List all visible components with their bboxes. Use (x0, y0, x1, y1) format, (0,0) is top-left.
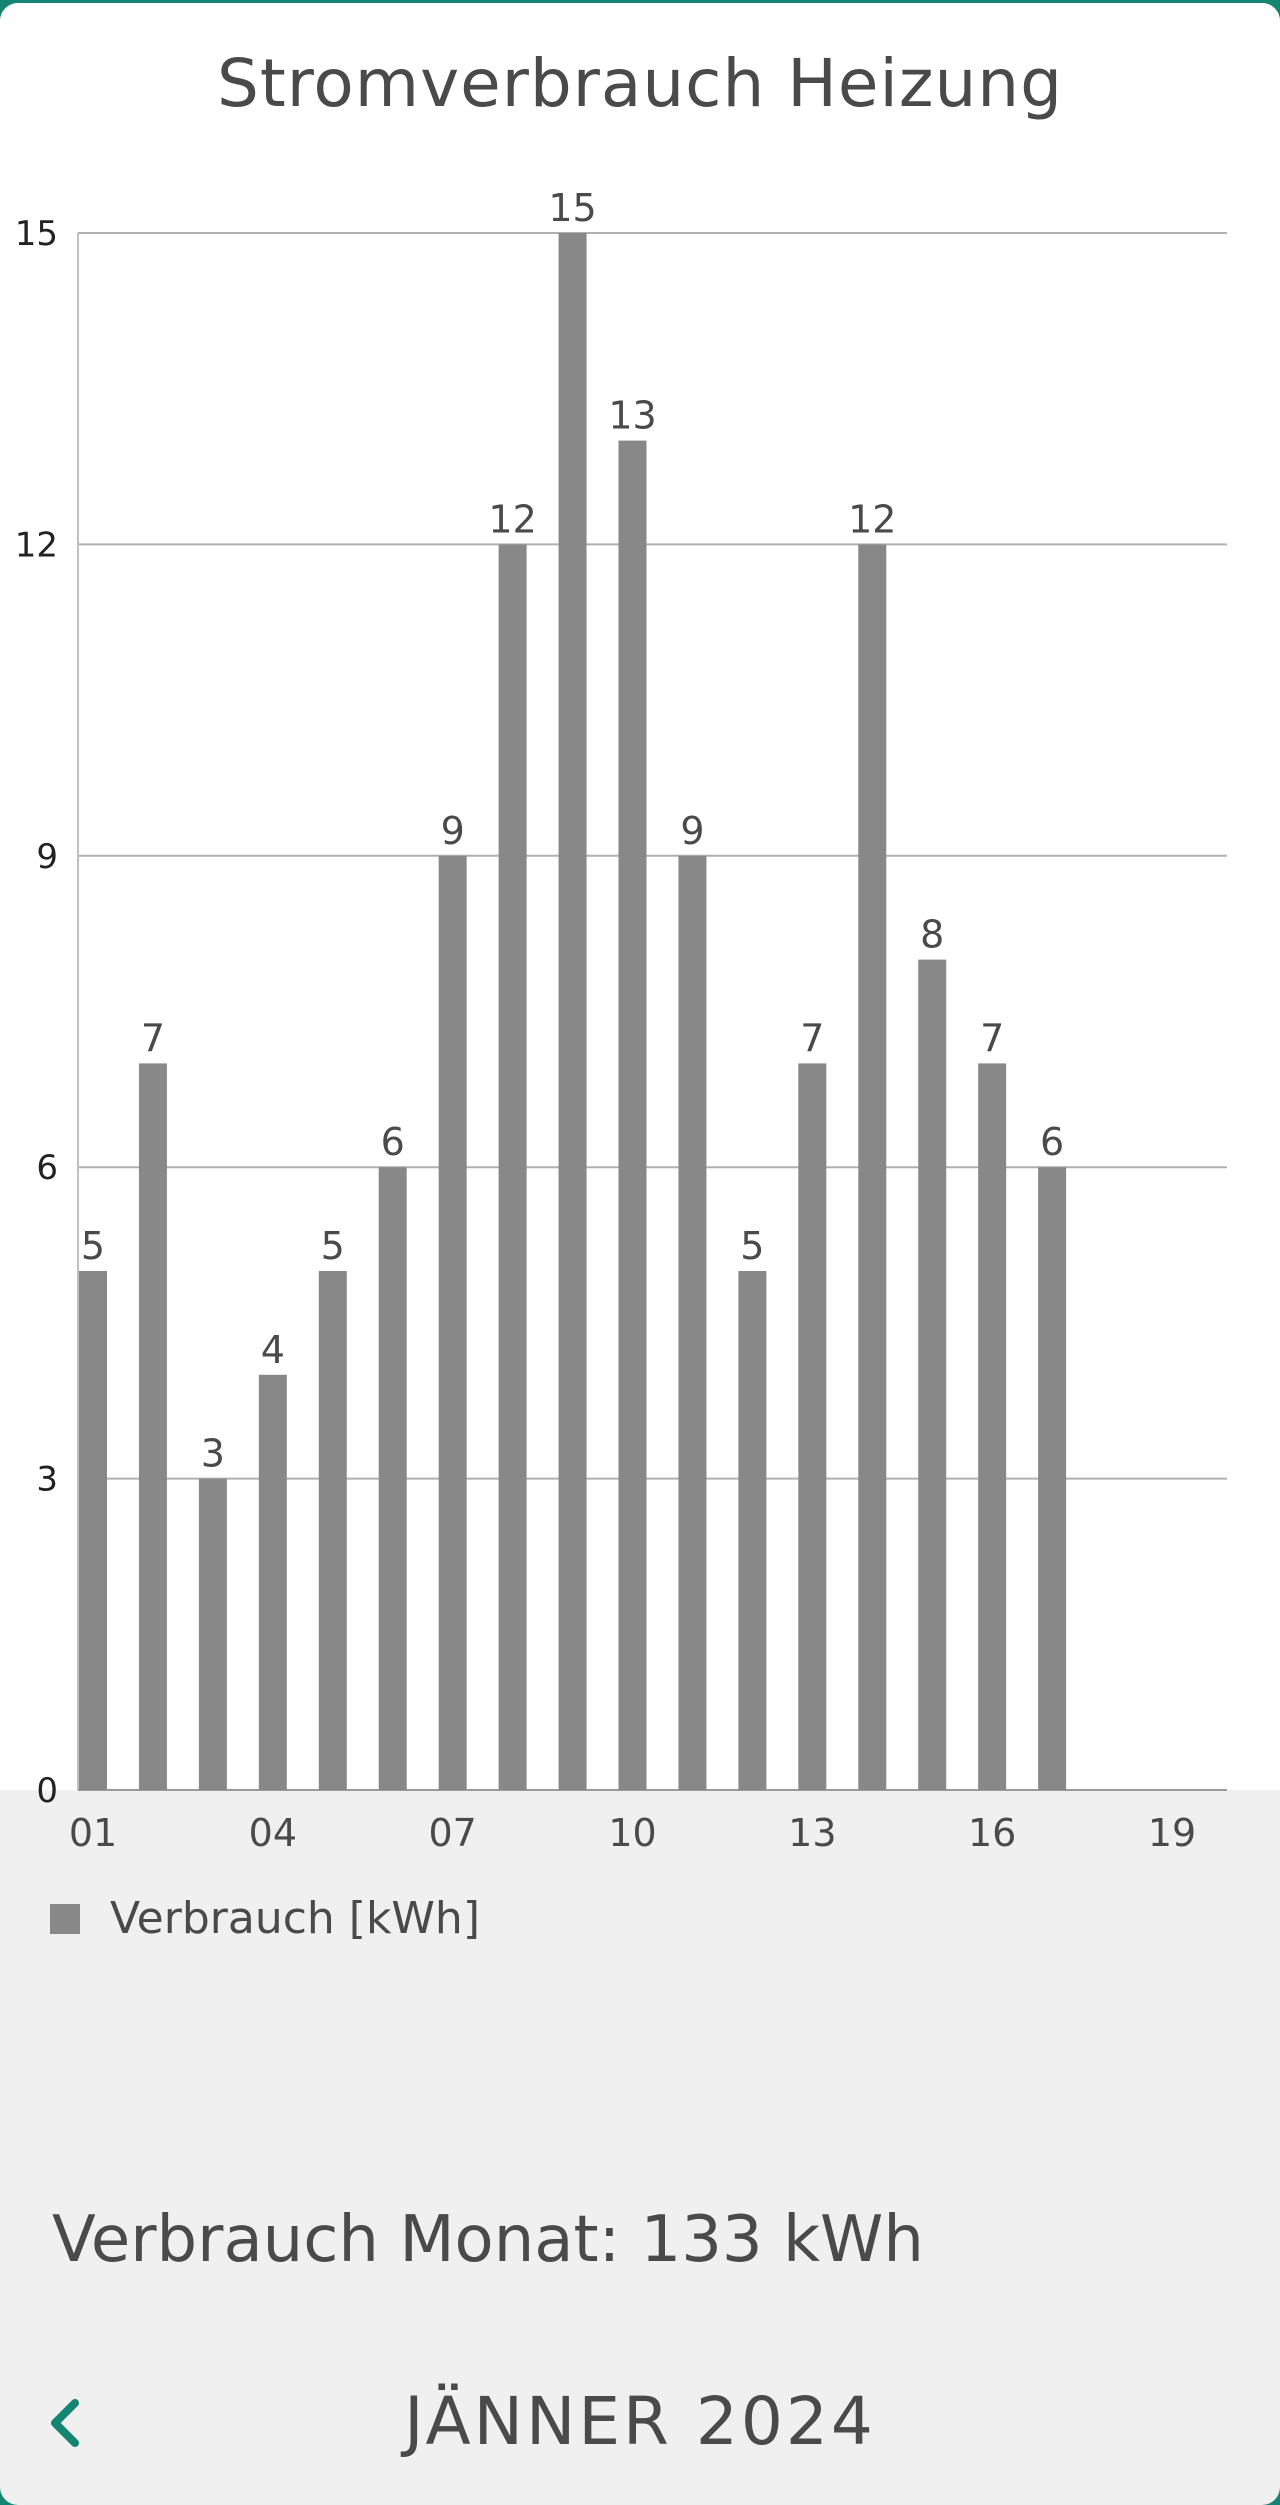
y-tick-label: 6 (36, 1148, 58, 1188)
bar (438, 855, 467, 1790)
bar (1038, 1167, 1067, 1790)
bar (378, 1167, 407, 1790)
bar (738, 1271, 767, 1790)
chart-card: Stromverbrauch Heizung 0 3 6 9 12 15 5 7 3 4 5 6 9 12… (0, 3, 1280, 2505)
data-label: 4 (261, 1328, 285, 1372)
data-label: 7 (980, 1016, 1004, 1060)
data-label: 7 (141, 1016, 165, 1060)
y-tick-label: 9 (36, 837, 58, 877)
bar (978, 1063, 1007, 1790)
legend: Verbrauch [kWh] (50, 1893, 480, 1944)
chart-title: Stromverbrauch Heizung (216, 45, 1064, 122)
legend-label: Verbrauch [kWh] (110, 1893, 480, 1944)
y-tick-label: 0 (36, 1771, 58, 1811)
x-tick-label: 10 (608, 1811, 656, 1855)
bar (798, 1063, 827, 1790)
x-tick-label: 16 (968, 1811, 1016, 1855)
data-label: 5 (740, 1224, 764, 1268)
data-label: 5 (81, 1224, 105, 1268)
bar (79, 1271, 107, 1790)
bar (258, 1374, 287, 1790)
previous-month-button[interactable] (40, 2388, 90, 2458)
bar (138, 1063, 167, 1790)
legend-swatch (50, 1903, 80, 1934)
data-label: 6 (381, 1120, 405, 1164)
data-label: 6 (1040, 1120, 1064, 1164)
data-label: 12 (488, 497, 536, 541)
bar (918, 959, 947, 1790)
data-label: 8 (920, 913, 944, 957)
data-label: 9 (680, 809, 704, 853)
month-label: JÄNNER 2024 (404, 2383, 876, 2460)
data-label: 12 (848, 497, 896, 541)
data-label: 7 (800, 1016, 824, 1060)
data-label: 5 (321, 1224, 345, 1268)
y-tick-label: 12 (15, 525, 58, 565)
x-tick-label: 07 (428, 1811, 476, 1855)
bar (318, 1271, 347, 1790)
data-label: 15 (548, 186, 596, 230)
x-tick-label: 19 (1148, 1811, 1196, 1855)
bar (858, 544, 887, 1790)
data-label: 13 (608, 394, 656, 438)
data-label: 9 (441, 809, 465, 853)
y-tick-label: 15 (15, 214, 58, 254)
data-label: 3 (201, 1432, 225, 1476)
bar (558, 233, 587, 1790)
bar (678, 855, 707, 1790)
monthly-consumption-summary: Verbrauch Monat: 133 kWh (52, 2203, 924, 2277)
bar (618, 440, 647, 1791)
x-tick-label: 13 (788, 1811, 836, 1855)
bar (498, 544, 527, 1790)
x-tick-label: 01 (69, 1811, 117, 1855)
x-tick-label: 04 (249, 1811, 297, 1855)
bar (198, 1478, 227, 1790)
chevron-left-icon (51, 2399, 79, 2447)
y-tick-label: 3 (36, 1460, 58, 1500)
